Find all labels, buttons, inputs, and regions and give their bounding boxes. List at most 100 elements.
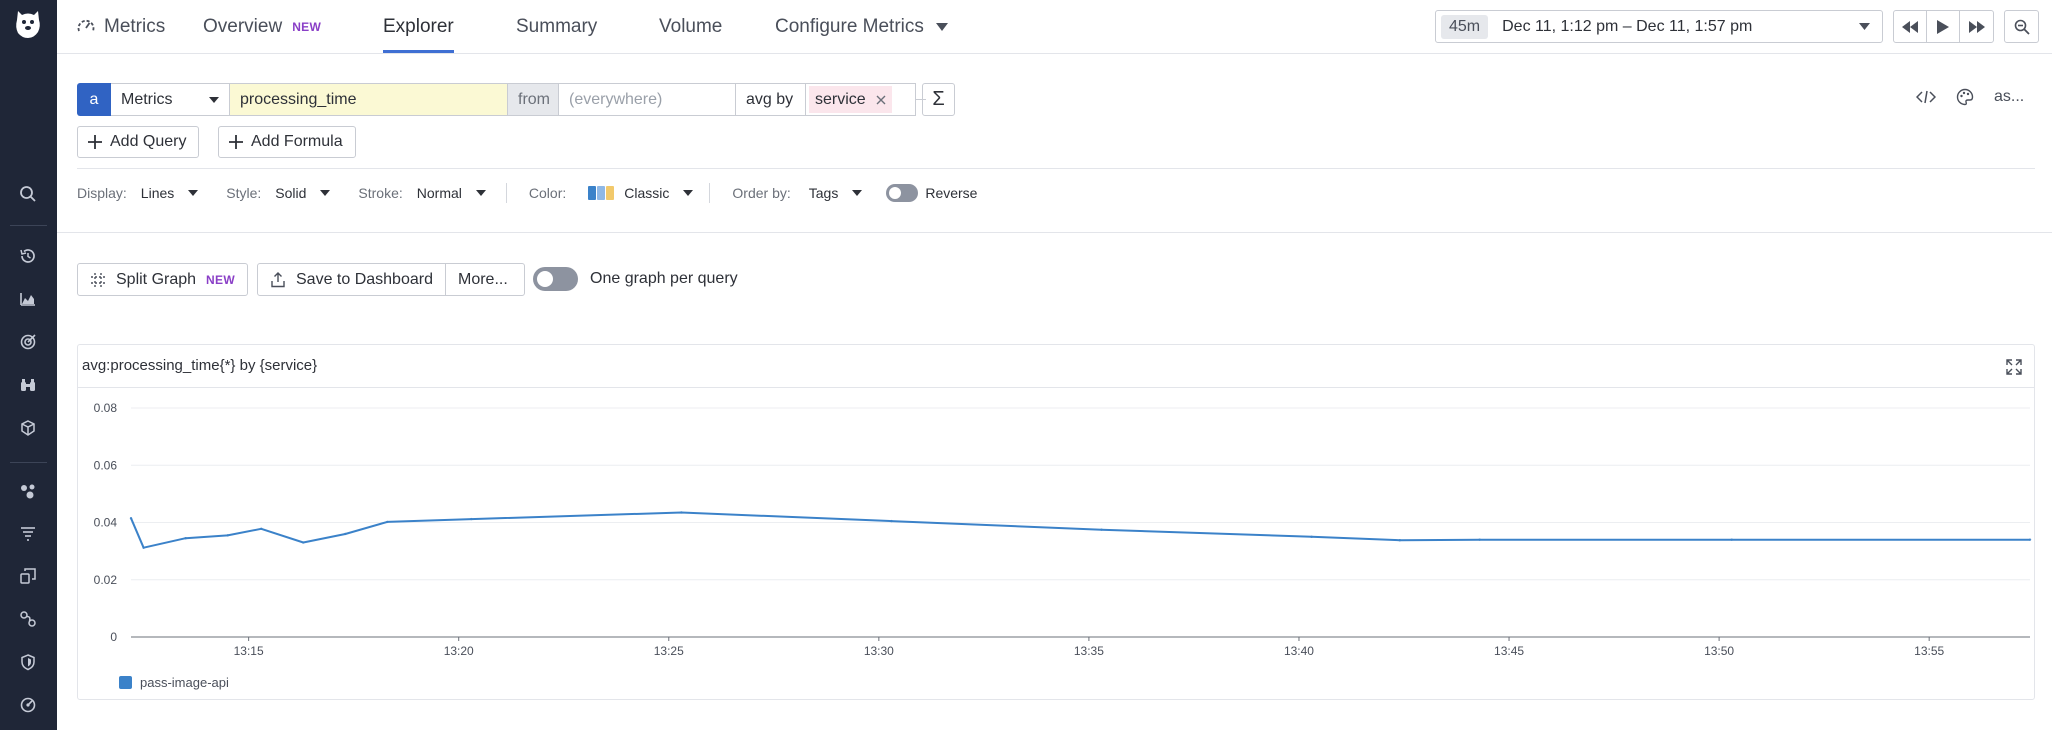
left-sidebar (0, 0, 57, 730)
rum-icon[interactable] (15, 692, 41, 718)
display-select[interactable]: Lines (140, 185, 175, 201)
expand-graph-button[interactable] (2005, 358, 2023, 376)
data-point (1398, 539, 1402, 542)
color-label: Color: (528, 185, 567, 201)
datadog-logo[interactable] (12, 6, 44, 42)
group-by-tag-label: service (815, 90, 866, 108)
zoom-out-button[interactable] (2005, 11, 2038, 42)
caret-down-icon[interactable] (475, 190, 486, 196)
data-point (1100, 528, 1103, 531)
apm-icon[interactable] (15, 563, 41, 589)
tab-volume[interactable]: Volume (659, 0, 722, 54)
caret-down-icon[interactable] (683, 190, 694, 196)
divider (77, 168, 2035, 169)
play-icon (1937, 19, 1949, 34)
infrastructure-icon[interactable] (15, 415, 41, 441)
section-divider (57, 232, 2052, 233)
rewind-button[interactable] (1894, 11, 1927, 42)
split-graph-button[interactable]: Split Graph NEW (77, 263, 248, 296)
save-to-dashboard-button[interactable]: Save to Dashboard (258, 264, 446, 295)
add-formula-button[interactable]: Add Formula (218, 126, 356, 158)
caret-down-icon[interactable] (188, 190, 199, 196)
tab-configure-metrics[interactable]: Configure Metrics (775, 0, 948, 54)
data-point (260, 527, 263, 530)
data-point (386, 520, 389, 524)
fast-forward-button[interactable] (1960, 11, 1993, 42)
expand-icon (2006, 359, 2022, 375)
series-line-pass-image-api[interactable] (130, 511, 2030, 549)
scope-input[interactable]: (everywhere) (559, 83, 736, 116)
dashboard-actions: Save to Dashboard More... (257, 263, 525, 296)
caret-down-icon[interactable] (852, 190, 863, 196)
one-graph-toggle[interactable] (533, 267, 578, 291)
x-tick-label: 13:55 (1914, 644, 1944, 658)
add-query-label: Add Query (110, 133, 187, 150)
line-chart: 0 0.02 0.04 0.06 0.08 13:15 13:20 13:25 13:30 13:… (94, 401, 2032, 658)
data-point (890, 519, 893, 523)
palette-icon[interactable] (1956, 88, 1974, 106)
order-select[interactable]: Tags (808, 185, 839, 201)
query-editor: a Metrics processing_time from (everywhe… (77, 83, 926, 116)
caret-down-icon (209, 96, 219, 103)
y-tick-label: 0 (110, 630, 117, 644)
zoom-out-control (2004, 10, 2039, 43)
search-icon[interactable] (15, 181, 41, 207)
fast-forward-icon (1968, 20, 1985, 33)
synthetics-icon[interactable] (15, 606, 41, 632)
tab-overview[interactable]: Overview NEW (203, 0, 321, 54)
integrations-icon[interactable] (15, 478, 41, 504)
logs-icon[interactable] (15, 520, 41, 546)
split-graph-label: Split Graph (116, 270, 197, 288)
legend-label[interactable]: pass-image-api (140, 675, 229, 690)
history-icon[interactable] (15, 243, 41, 269)
x-tick-label: 13:25 (654, 644, 684, 658)
connector-line (916, 99, 926, 100)
y-tick-label: 0.06 (94, 458, 118, 472)
x-tick-label: 13:35 (1074, 644, 1104, 658)
metric-input[interactable]: processing_time (230, 83, 508, 116)
monitors-icon[interactable] (15, 329, 41, 355)
new-badge: NEW (206, 272, 235, 287)
page-title: Metrics (104, 16, 166, 37)
play-button[interactable] (1927, 11, 1960, 42)
stroke-select[interactable]: Normal (416, 185, 462, 201)
reverse-toggle[interactable] (886, 184, 919, 202)
x-tick-label: 13:45 (1494, 644, 1524, 658)
tab-summary-label: Summary (516, 16, 598, 37)
y-tick-label: 0.08 (94, 401, 118, 415)
data-point (2028, 538, 2032, 541)
display-options: Display: Lines Style: Solid Stroke: Norm… (77, 182, 991, 204)
color-select[interactable]: Classic (624, 185, 670, 201)
display-label: Display: (77, 185, 127, 201)
tab-volume-label: Volume (659, 16, 723, 37)
tab-summary[interactable]: Summary (516, 0, 597, 54)
rewind-icon (1902, 20, 1918, 33)
plus-icon (88, 135, 102, 149)
y-tick-label: 0.04 (94, 516, 118, 530)
data-point (226, 534, 229, 537)
binoculars-icon[interactable] (15, 372, 41, 398)
aggregation-select[interactable]: avg by (736, 83, 806, 116)
add-query-button[interactable]: Add Query (77, 126, 200, 158)
more-button[interactable]: More... (457, 270, 508, 288)
time-range-picker[interactable]: 45m Dec 11, 1:12 pm – Dec 11, 1:57 pm (1435, 10, 1883, 43)
add-function-button[interactable]: Σ (922, 83, 955, 116)
tab-explorer[interactable]: Explorer (383, 0, 454, 54)
remove-tag-icon[interactable] (876, 95, 886, 105)
tab-explorer-label: Explorer (383, 16, 454, 37)
new-badge: NEW (292, 20, 322, 34)
data-source-select[interactable]: Metrics (111, 83, 230, 116)
data-point (344, 532, 347, 536)
style-select[interactable]: Solid (275, 185, 307, 201)
dashboards-icon[interactable] (15, 286, 41, 312)
caret-down-icon (935, 23, 948, 31)
security-icon[interactable] (15, 649, 41, 675)
group-by-field[interactable]: service (806, 83, 916, 116)
as-label[interactable]: as... (1994, 88, 2025, 105)
time-playback-controls (1893, 10, 1994, 43)
add-formula-label: Add Formula (251, 133, 343, 150)
caret-down-icon[interactable] (320, 190, 331, 196)
tab-overview-label: Overview (203, 16, 283, 37)
code-icon[interactable] (1916, 90, 1936, 104)
query-letter[interactable]: a (77, 83, 111, 116)
